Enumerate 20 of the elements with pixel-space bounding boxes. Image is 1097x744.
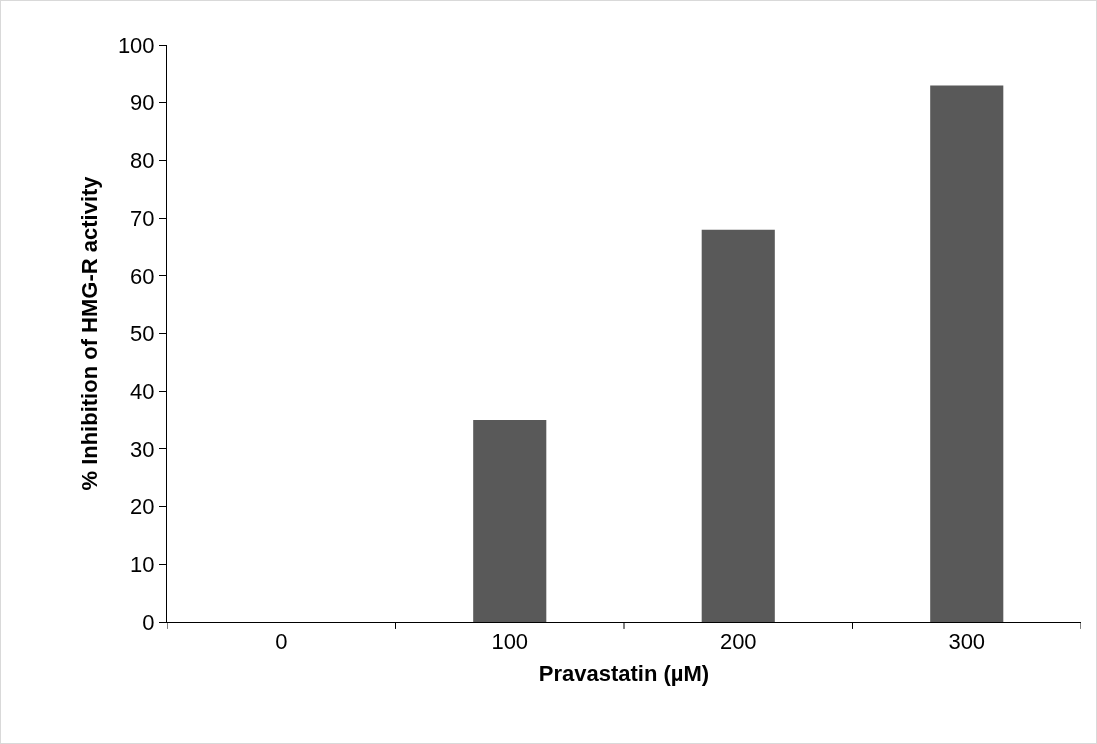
bar <box>930 85 1004 622</box>
y-tick-label: 80 <box>130 148 155 174</box>
y-tick-label: 90 <box>130 90 155 116</box>
x-tick-label: 300 <box>948 629 986 655</box>
bar <box>701 229 775 622</box>
x-tick-label: 200 <box>719 629 757 655</box>
y-tick-label: 20 <box>130 494 155 520</box>
x-tick-label: 100 <box>491 629 529 655</box>
y-tick-label: 10 <box>130 552 155 577</box>
y-tick-label: 50 <box>130 321 155 347</box>
y-tick-label: 40 <box>130 378 155 404</box>
y-tick-label: 0 <box>142 609 155 635</box>
y-tick-label: 100 <box>117 32 155 58</box>
y-tick-label: 30 <box>130 436 155 462</box>
y-axis-title: % Inhibition of HMG-R activity <box>76 175 102 491</box>
x-axis-title: Pravastatin (µM) <box>538 661 710 687</box>
y-tick-label: 70 <box>130 205 155 231</box>
bar <box>473 420 547 622</box>
x-tick-label: 0 <box>275 629 288 655</box>
y-tick-label: 60 <box>130 263 155 289</box>
